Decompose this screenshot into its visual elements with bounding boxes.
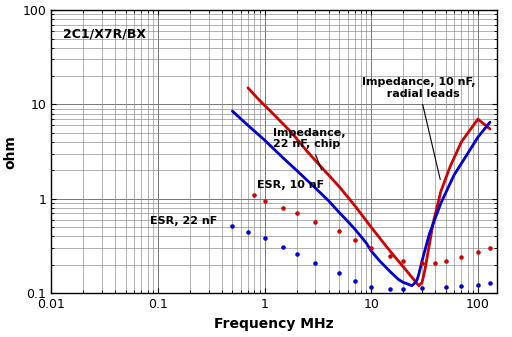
Text: 2C1/X7R/BX: 2C1/X7R/BX <box>63 28 146 41</box>
Y-axis label: ohm: ohm <box>3 135 17 168</box>
Text: ESR, 10 nF: ESR, 10 nF <box>257 180 324 190</box>
Text: Impedance,
22 nF, chip: Impedance, 22 nF, chip <box>273 128 346 170</box>
X-axis label: Frequency MHz: Frequency MHz <box>214 316 334 331</box>
Text: Impedance, 10 nF,
  radial leads: Impedance, 10 nF, radial leads <box>362 78 476 180</box>
Text: ESR, 22 nF: ESR, 22 nF <box>151 216 218 226</box>
